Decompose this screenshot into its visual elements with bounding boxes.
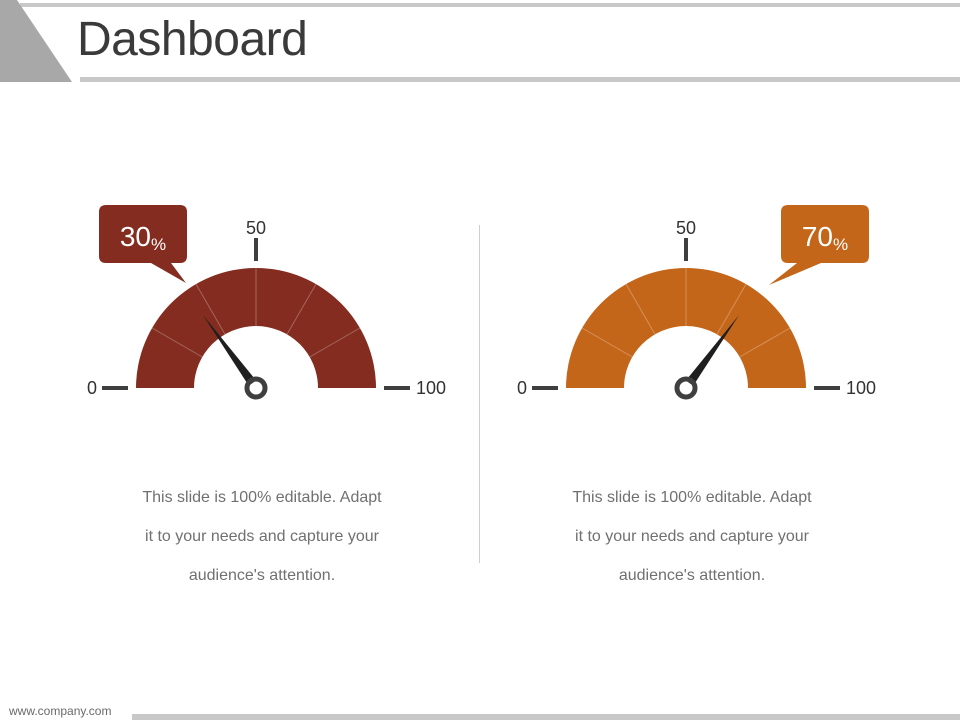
description-line: it to your needs and capture your xyxy=(145,528,379,545)
gauge-unit: % xyxy=(833,235,848,254)
value-callout: 30% xyxy=(99,205,187,283)
description-line: This slide is 100% editable. Adapt xyxy=(142,489,382,506)
svg-text:30%: 30% xyxy=(120,221,166,254)
gauge-ticks xyxy=(532,238,840,390)
gauge-needle xyxy=(203,315,257,386)
gauge-ticks xyxy=(102,238,410,390)
scale-max-label: 100 xyxy=(846,378,876,398)
gauge-left: 30% 0 50 100 xyxy=(87,205,446,400)
gauge-hub xyxy=(674,376,698,400)
scale-mid-label: 50 xyxy=(676,218,696,238)
description-line: audience's attention. xyxy=(618,567,766,584)
gauge-needle xyxy=(685,315,739,386)
scale-max-label: 100 xyxy=(416,378,446,398)
gauge-unit: % xyxy=(151,235,166,254)
header-top-rule xyxy=(20,3,960,7)
value-callout: 70% xyxy=(769,205,869,285)
column-divider xyxy=(479,225,480,563)
header-corner-decoration xyxy=(0,0,72,82)
gauge-arc xyxy=(136,268,376,388)
gauge-right-description: This slide is 100% editable. Adapt it to… xyxy=(542,478,842,595)
gauge-left-description: This slide is 100% editable. Adapt it to… xyxy=(112,478,412,595)
scale-min-label: 0 xyxy=(87,378,97,398)
description-line: audience's attention. xyxy=(188,567,336,584)
description-line: it to your needs and capture your xyxy=(575,528,809,545)
page-title: Dashboard xyxy=(77,13,308,66)
scale-mid-label: 50 xyxy=(246,218,266,238)
footer-url: www.company.com xyxy=(9,704,112,718)
gauge-right: 70% 0 50 100 xyxy=(517,205,876,400)
gauge-hub xyxy=(244,376,268,400)
description-line: This slide is 100% editable. Adapt xyxy=(572,489,812,506)
footer-rule xyxy=(132,714,960,720)
scale-min-label: 0 xyxy=(517,378,527,398)
gauge-arc xyxy=(566,268,806,388)
header-bottom-rule xyxy=(80,77,960,82)
gauge-value: 30 xyxy=(120,221,151,252)
svg-text:70%: 70% xyxy=(802,221,848,254)
gauge-value: 70 xyxy=(802,221,833,252)
